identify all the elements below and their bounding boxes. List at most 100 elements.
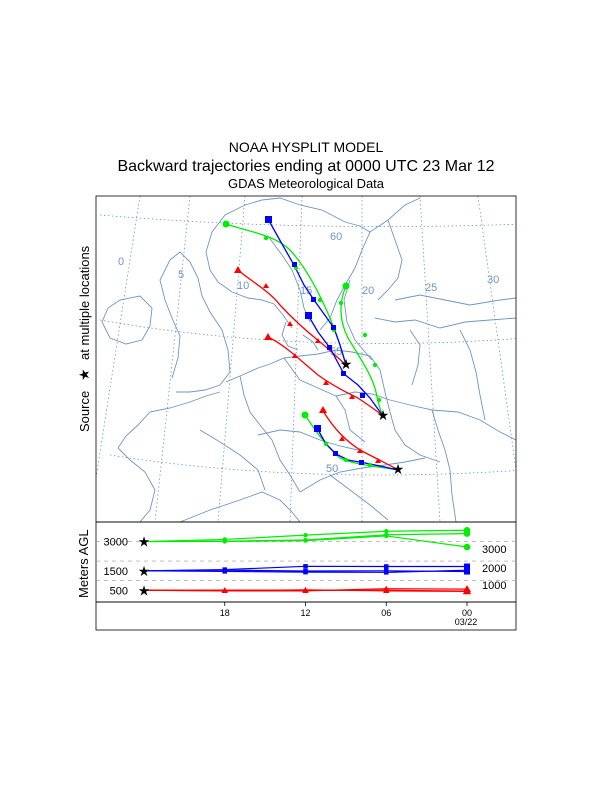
profile-point-red [463,587,471,594]
marker-green-circle [376,397,382,403]
chart-title: Backward trajectories ending at 0000 UTC… [117,158,494,175]
start-height-label: 500 [110,585,128,597]
profile-point-blue [464,563,470,570]
trajectory-green-3 [304,414,399,471]
start-height-label: 1500 [104,566,128,578]
marker-green-circle [362,332,368,338]
right-axis-label: 1000 [482,580,506,592]
marker-green-circle [263,235,269,241]
lon-label: 5 [178,269,184,281]
profile-point-blue [384,564,389,569]
marker-red-triangle [263,283,269,288]
height-profile: ★ ★ ★ 3000 1500 500 3000 2000 1000 Meters AGL [76,521,517,603]
trajectory-map: 0 5 10 15 20 25 30 60 55 50 [96,196,516,522]
marker-blue-square [314,425,321,432]
marker-red-triangle [319,406,327,413]
marker-red-triangle [287,321,293,326]
start-star-icon: ★ [138,534,151,550]
marker-blue-square [360,393,365,398]
right-axis-label: 3000 [482,544,506,556]
x-date-label: 03/22 [455,617,478,627]
map-graticule [96,196,516,522]
source-label: Source ★ at multiple locations [76,245,92,432]
source-label-suffix: at multiple locations [77,245,92,360]
marker-blue-square [265,216,272,223]
marker-red-triangle [264,333,272,340]
lat-label: 60 [330,231,342,243]
profile-point-green [384,533,389,539]
x-tick-label: 00 [462,608,472,618]
source-stars: ★ ★ ★ [340,356,405,477]
marker-green-circle [342,282,350,290]
lon-label: 15 [300,285,312,297]
marker-green-circle [222,220,230,228]
x-tick-label: 18 [220,608,230,618]
source-star-icon: ★ [340,356,353,372]
start-star-icon: ★ [138,582,151,598]
profile-series [143,526,471,595]
marker-red-triangle [315,338,321,343]
x-tick-label: 06 [381,608,391,618]
marker-blue-square [359,460,364,465]
profile-point-green [463,543,471,551]
profile-right-labels: 3000 2000 1000 [482,544,506,592]
time-axis: 18 12 06 00 [220,602,472,618]
model-name: NOAA HYSPLIT MODEL [229,139,384,155]
marker-blue-square [333,451,338,456]
marker-red-triangle [234,266,242,273]
profile-point-red [302,587,309,593]
marker-red-triangle [292,353,298,358]
marker-green-circle [301,411,309,419]
map-lon-labels: 0 5 10 15 20 25 30 [118,256,499,297]
marker-red-triangle [339,436,345,441]
marker-green-circle [372,362,378,368]
profile-point-blue [222,567,227,573]
marker-blue-square [327,345,332,350]
source-star-icon: ★ [392,461,405,477]
trajectory-lines [225,218,399,471]
marker-blue-square [305,312,312,319]
marker-blue-square [341,371,346,376]
source-label-prefix: Source [77,391,92,432]
marker-red-triangle [323,380,329,385]
marker-red-triangle [357,448,363,453]
x-tick-label: 12 [300,608,310,618]
profile-point-red [221,587,228,593]
lon-label: 10 [237,280,249,292]
start-height-label: 3000 [104,537,128,549]
reference-lines [96,541,516,581]
time-axis-frame [95,601,517,631]
marker-green-circle [323,441,329,447]
chart-subtitle: GDAS Meteorological Data [228,176,385,191]
marker-blue-square [311,297,316,302]
trajectory-markers [222,216,382,468]
start-star-icon: ★ [138,563,151,579]
source-star-icon: ★ [76,368,92,381]
profile-start-stars: ★ ★ ★ [138,534,151,599]
profile-ylabel: Meters AGL [76,529,91,598]
profile-point-blue [384,568,389,574]
profile-point-green [303,538,308,543]
marker-green-circle [338,300,344,306]
marker-blue-square [331,325,336,330]
map-frame [95,195,517,523]
lon-label: 30 [487,274,499,286]
map-coastlines [101,197,516,522]
profile-point-green [463,530,471,537]
lat-label: 50 [326,463,338,475]
profile-point-green [222,539,227,544]
profile-point-blue [464,568,470,575]
lon-label: 0 [118,256,124,268]
profile-point-red [383,587,390,593]
right-axis-label: 2000 [482,563,506,575]
profile-point-blue [303,564,308,569]
marker-red-triangle [375,458,381,463]
map-lat-labels: 60 55 50 [326,231,342,475]
marker-green-circle [367,462,373,468]
profile-point-blue [303,568,308,574]
lon-label: 25 [425,282,437,294]
marker-red-triangle [349,394,355,399]
trajectory-red-2 [267,336,384,417]
trajectory-green-1 [225,223,347,366]
